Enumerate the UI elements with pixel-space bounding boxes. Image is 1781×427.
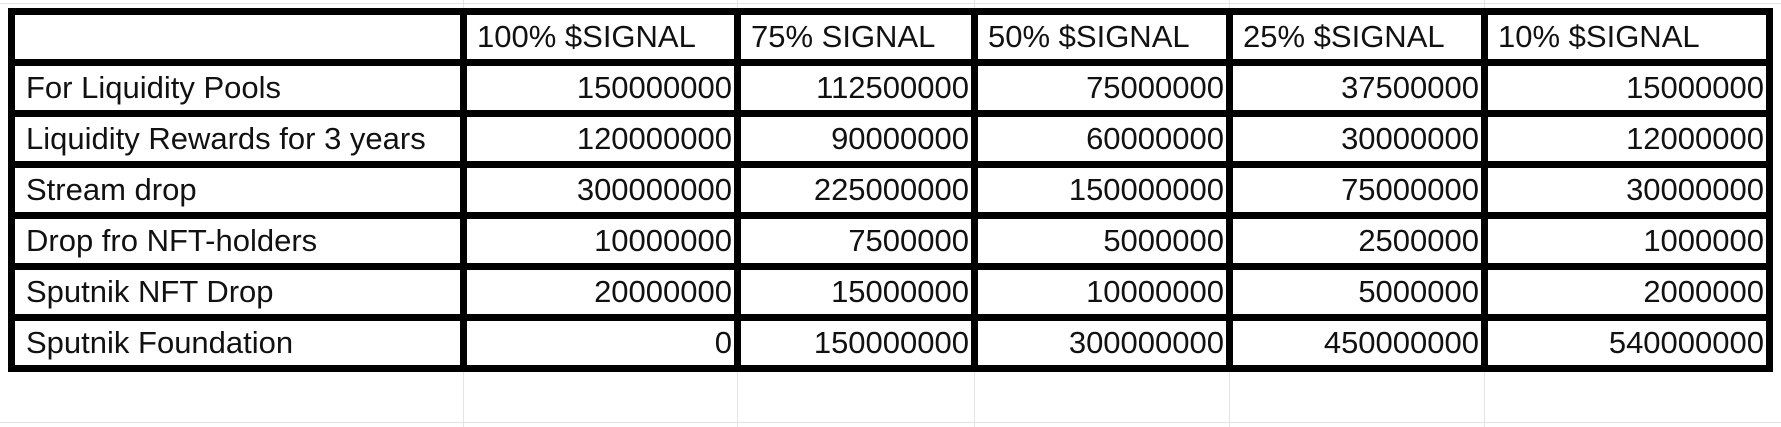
table-row: Drop fro NFT-holders 10000000 7500000 50… — [8, 212, 1773, 270]
row-label-cell[interactable]: Liquidity Rewards for 3 years — [8, 110, 467, 168]
value-cell[interactable]: 2500000 — [1226, 212, 1488, 270]
header-cell-100-percent[interactable]: 100% $SIGNAL — [460, 8, 741, 66]
header-cell-50-percent[interactable]: 50% $SIGNAL — [971, 8, 1233, 66]
header-cell-blank[interactable] — [8, 8, 467, 66]
value-cell[interactable]: 60000000 — [971, 110, 1233, 168]
value-cell[interactable]: 5000000 — [1226, 263, 1488, 321]
value-cell[interactable]: 300000000 — [460, 161, 741, 219]
value-cell[interactable]: 7500000 — [734, 212, 978, 270]
value-cell[interactable]: 540000000 — [1481, 314, 1773, 372]
value-cell[interactable]: 10000000 — [460, 212, 741, 270]
table-row: Stream drop 300000000 225000000 15000000… — [8, 161, 1773, 219]
value-cell[interactable]: 5000000 — [971, 212, 1233, 270]
value-cell[interactable]: 300000000 — [971, 314, 1233, 372]
sheet-gridline — [0, 3, 1781, 4]
value-cell[interactable]: 225000000 — [734, 161, 978, 219]
row-label-cell[interactable]: Drop fro NFT-holders — [8, 212, 467, 270]
table-row: Liquidity Rewards for 3 years 120000000 … — [8, 110, 1773, 168]
value-cell[interactable]: 1000000 — [1481, 212, 1773, 270]
header-row: 100% $SIGNAL 75% SIGNAL 50% $SIGNAL 25% … — [8, 8, 1773, 66]
table-row: For Liquidity Pools 150000000 112500000 … — [8, 59, 1773, 117]
header-cell-75-percent[interactable]: 75% SIGNAL — [734, 8, 978, 66]
value-cell[interactable]: 450000000 — [1226, 314, 1488, 372]
value-cell[interactable]: 75000000 — [1226, 161, 1488, 219]
value-cell[interactable]: 30000000 — [1481, 161, 1773, 219]
value-cell[interactable]: 10000000 — [971, 263, 1233, 321]
value-cell[interactable]: 30000000 — [1226, 110, 1488, 168]
value-cell[interactable]: 12000000 — [1481, 110, 1773, 168]
row-label-cell[interactable]: For Liquidity Pools — [8, 59, 467, 117]
value-cell[interactable]: 112500000 — [734, 59, 978, 117]
token-allocation-table: 100% $SIGNAL 75% SIGNAL 50% $SIGNAL 25% … — [8, 8, 1773, 372]
value-cell[interactable]: 2000000 — [1481, 263, 1773, 321]
value-cell[interactable]: 15000000 — [1481, 59, 1773, 117]
row-label-cell[interactable]: Stream drop — [8, 161, 467, 219]
table-row: Sputnik Foundation 0 150000000 300000000… — [8, 314, 1773, 372]
value-cell[interactable]: 150000000 — [460, 59, 741, 117]
sheet-gridline — [0, 422, 1781, 423]
value-cell[interactable]: 0 — [460, 314, 741, 372]
value-cell[interactable]: 90000000 — [734, 110, 978, 168]
table-row: Sputnik NFT Drop 20000000 15000000 10000… — [8, 263, 1773, 321]
value-cell[interactable]: 37500000 — [1226, 59, 1488, 117]
value-cell[interactable]: 20000000 — [460, 263, 741, 321]
value-cell[interactable]: 150000000 — [971, 161, 1233, 219]
value-cell[interactable]: 15000000 — [734, 263, 978, 321]
value-cell[interactable]: 75000000 — [971, 59, 1233, 117]
row-label-cell[interactable]: Sputnik NFT Drop — [8, 263, 467, 321]
header-cell-25-percent[interactable]: 25% $SIGNAL — [1226, 8, 1488, 66]
row-label-cell[interactable]: Sputnik Foundation — [8, 314, 467, 372]
value-cell[interactable]: 150000000 — [734, 314, 978, 372]
value-cell[interactable]: 120000000 — [460, 110, 741, 168]
header-cell-10-percent[interactable]: 10% $SIGNAL — [1481, 8, 1773, 66]
